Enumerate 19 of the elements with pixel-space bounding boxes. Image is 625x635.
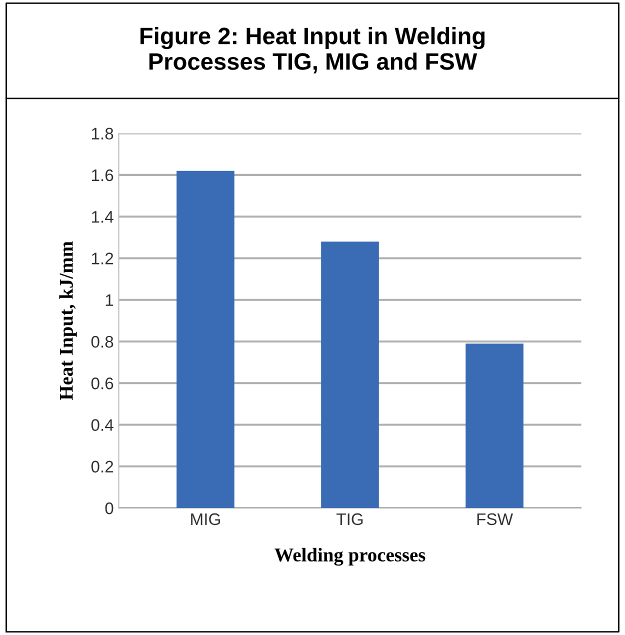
bar (176, 170, 234, 508)
y-tick-label: 0.4 (91, 419, 114, 431)
y-tick-label: 1.6 (92, 169, 114, 182)
y-tick-label: 0.6 (91, 378, 114, 390)
x-axis-title: Welding processes (274, 548, 426, 566)
bar (321, 242, 379, 508)
x-tick-label: MIG (191, 513, 220, 526)
y-axis-title: Heat Input, kJ/mm (59, 241, 77, 400)
y-tick-label: 0.2 (91, 460, 114, 473)
bar (466, 344, 524, 508)
y-tick-label: 1.2 (92, 252, 114, 264)
y-tick-label: 0 (105, 502, 114, 514)
x-tick-label: FSW (477, 513, 513, 526)
y-tick-label: 1 (106, 294, 114, 306)
y-tick-label: 1.4 (92, 211, 114, 223)
y-tick-label: 1.8 (92, 128, 114, 140)
chart-title: Figure 2: Heat Input in Welding Processes TIG, MIG and FSW (140, 27, 485, 74)
y-tick-label: 0.8 (91, 336, 114, 348)
x-tick-label: TIG (336, 513, 363, 526)
